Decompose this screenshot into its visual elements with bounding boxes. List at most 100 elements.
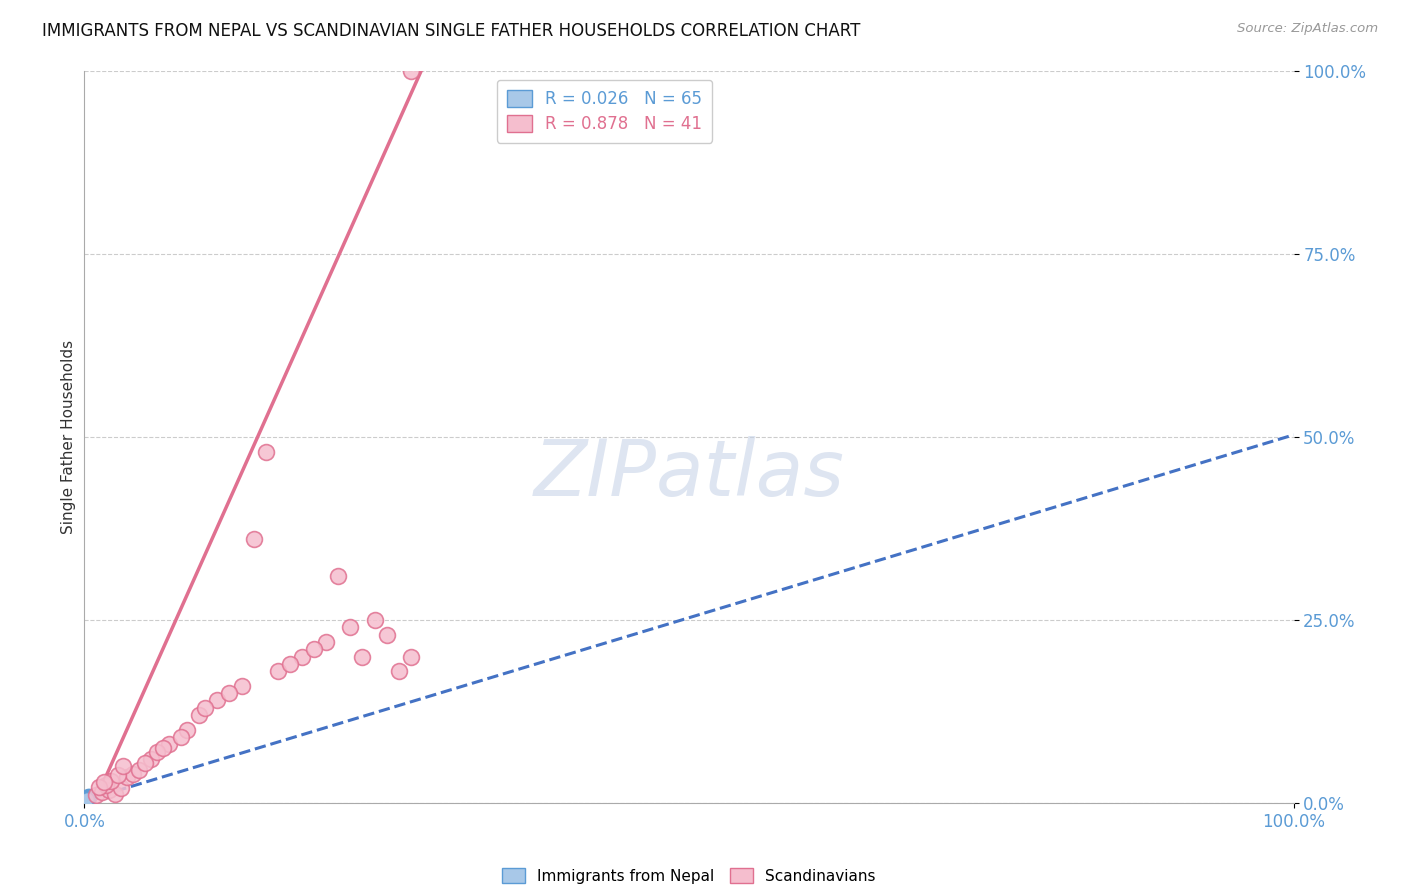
Point: [91, 785, 114, 799]
Point: [278, 657, 301, 671]
Text: IMMIGRANTS FROM NEPAL VS SCANDINAVIAN SINGLE FATHER HOUSEHOLDS CORRELATION CHART: IMMIGRANTS FROM NEPAL VS SCANDINAVIAN SI…: [42, 22, 860, 40]
Point: [76, 792, 98, 806]
Point: [134, 756, 156, 770]
Point: [315, 635, 337, 649]
Point: [139, 752, 162, 766]
Point: [76, 792, 98, 806]
Point: [75, 793, 97, 807]
Point: [76, 792, 98, 806]
Point: [76, 792, 98, 806]
Point: [76, 790, 98, 805]
Point: [399, 649, 422, 664]
Point: [76, 792, 98, 806]
Point: [75, 794, 97, 808]
Point: [75, 793, 97, 807]
Point: [75, 794, 97, 808]
Point: [76, 792, 98, 806]
Point: [75, 794, 97, 808]
Point: [77, 789, 100, 804]
Point: [76, 792, 98, 806]
Point: [76, 792, 98, 806]
Point: [188, 708, 211, 723]
Point: [76, 791, 98, 805]
Point: [76, 792, 98, 806]
Point: [157, 737, 180, 751]
Point: [128, 763, 150, 777]
Point: [76, 792, 98, 806]
Point: [75, 793, 97, 807]
Point: [104, 787, 127, 801]
Point: [267, 664, 290, 678]
Point: [75, 794, 97, 808]
Point: [399, 64, 422, 78]
Point: [218, 686, 240, 700]
Point: [75, 792, 97, 806]
Point: [77, 789, 100, 804]
Point: [100, 773, 122, 788]
Point: [328, 569, 350, 583]
Point: [75, 794, 97, 808]
Point: [75, 794, 97, 808]
Point: [76, 791, 98, 805]
Point: [76, 791, 98, 805]
Point: [231, 679, 253, 693]
Point: [194, 700, 217, 714]
Point: [75, 792, 97, 806]
Point: [75, 793, 97, 807]
Point: [207, 693, 229, 707]
Point: [339, 620, 361, 634]
Point: [76, 790, 98, 805]
Point: [76, 791, 98, 805]
Point: [75, 793, 97, 807]
Y-axis label: Single Father Households: Single Father Households: [60, 340, 76, 534]
Point: [77, 790, 100, 805]
Point: [152, 740, 174, 755]
Point: [76, 792, 98, 806]
Point: [112, 759, 135, 773]
Point: [75, 793, 97, 807]
Point: [75, 794, 97, 808]
Point: [76, 792, 98, 806]
Point: [75, 794, 97, 808]
Point: [75, 793, 97, 807]
Point: [76, 792, 98, 806]
Point: [352, 649, 374, 664]
Point: [75, 793, 97, 807]
Point: [254, 444, 277, 458]
Point: [94, 778, 117, 792]
Point: [77, 790, 100, 805]
Point: [291, 649, 314, 664]
Text: ZIPatlas: ZIPatlas: [533, 435, 845, 512]
Point: [75, 794, 97, 808]
Point: [77, 790, 100, 805]
Point: [363, 613, 385, 627]
Point: [107, 768, 129, 782]
Point: [242, 533, 264, 547]
Point: [76, 790, 98, 805]
Point: [77, 790, 100, 805]
Point: [121, 766, 143, 780]
Point: [77, 790, 100, 805]
Point: [76, 791, 98, 805]
Point: [75, 793, 97, 807]
Point: [75, 794, 97, 808]
Point: [77, 789, 100, 804]
Point: [146, 745, 169, 759]
Point: [76, 791, 98, 805]
Point: [86, 789, 108, 803]
Point: [75, 793, 97, 807]
Point: [87, 780, 110, 794]
Text: Source: ZipAtlas.com: Source: ZipAtlas.com: [1237, 22, 1378, 36]
Point: [375, 627, 398, 641]
Point: [77, 789, 100, 804]
Point: [76, 791, 98, 805]
Point: [77, 790, 100, 805]
Point: [93, 775, 115, 789]
Point: [75, 794, 97, 808]
Point: [170, 730, 193, 744]
Point: [388, 664, 411, 678]
Point: [176, 723, 198, 737]
Point: [115, 770, 138, 784]
Point: [77, 790, 100, 805]
Point: [76, 791, 98, 805]
